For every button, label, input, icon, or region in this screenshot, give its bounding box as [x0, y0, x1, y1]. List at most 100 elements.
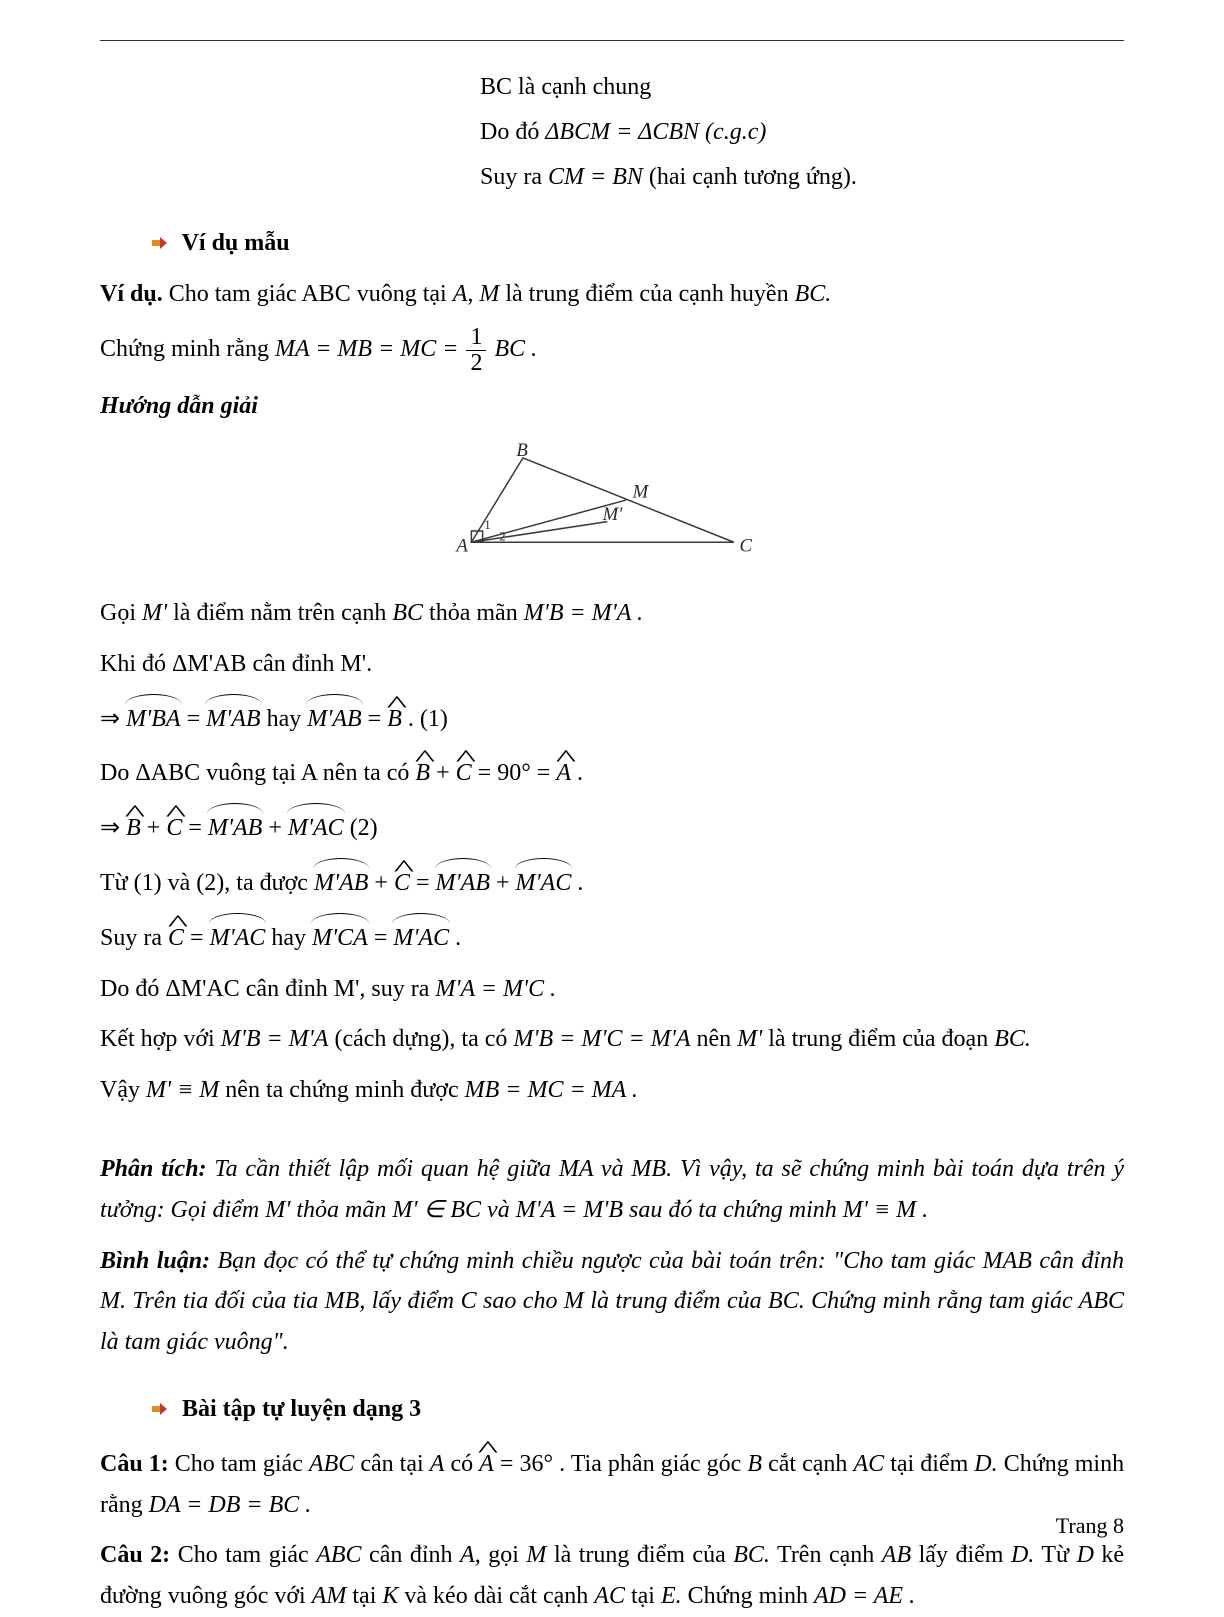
txt: Do đó: [480, 119, 545, 145]
arc: M'AB: [307, 697, 361, 740]
t: hay: [271, 925, 312, 951]
txt: Suy ra: [480, 164, 548, 190]
solution-heading: Hướng dẫn giải: [100, 386, 1124, 427]
analysis-block: Phân tích: Ta cần thiết lập mối quan hệ …: [100, 1149, 1124, 1231]
bullet-arrow-icon: [150, 234, 168, 252]
arc: M'AC: [288, 806, 344, 849]
exercise-1: Câu 1: Cho tam giác ABC cân tại A có A =…: [100, 1440, 1124, 1526]
i: D: [1077, 1542, 1094, 1568]
label-Mp: M': [602, 504, 624, 525]
triangle-diagram: A B C M M' 1 2: [100, 441, 1124, 575]
t: +: [496, 870, 516, 896]
t: có: [450, 1451, 479, 1477]
i: AB: [882, 1542, 911, 1568]
m: M' ≡ M: [146, 1077, 219, 1103]
t: Cho tam giác: [178, 1542, 317, 1568]
arc: M'AB: [314, 861, 368, 904]
numerator: 1: [466, 325, 486, 351]
i: ABC: [309, 1451, 354, 1477]
heading-text: Ví dụ mẫu: [182, 230, 290, 256]
t: tại: [352, 1583, 382, 1609]
t: Suy ra: [100, 925, 168, 951]
t: cân đỉnh: [369, 1542, 460, 1568]
proof-l7: Suy ra C = M'AC hay M'CA = M'AC .: [100, 914, 1124, 959]
hat: C: [166, 804, 182, 849]
t: nên ta chứng minh được: [225, 1077, 464, 1103]
txt: Cho tam giác ABC vuông tại: [169, 281, 453, 307]
i: BC.: [994, 1026, 1031, 1052]
t: cắt cạnh: [768, 1451, 853, 1477]
comment-block: Bình luận: Bạn đọc có thể tự chứng minh …: [100, 1241, 1124, 1363]
m: AD = AE .: [814, 1583, 915, 1609]
t: Vậy: [100, 1077, 146, 1103]
i: BC: [392, 600, 423, 626]
txt: Chứng minh rằng: [100, 336, 275, 362]
t: là điểm nằm trên cạnh: [173, 600, 392, 626]
proof-l2: Khi đó ΔM'AB cân đỉnh M'.: [100, 644, 1124, 685]
proof-l1: Gọi M' là điểm nằm trên cạnh BC thỏa mãn…: [100, 593, 1124, 634]
t: =: [416, 870, 436, 896]
proof-l8: Do đó ΔM'AC cân đỉnh M', suy ra M'A = M'…: [100, 969, 1124, 1010]
i: BC.: [733, 1542, 770, 1568]
label-M: M: [632, 481, 650, 502]
t: hay: [267, 706, 308, 732]
m: M'A = M'C .: [435, 976, 556, 1002]
t: Kết hợp với: [100, 1026, 221, 1052]
t: Do ΔABC vuông tại A nên ta có: [100, 760, 415, 786]
m: MB = MC = MA .: [465, 1077, 638, 1103]
prev-proof-line2: Do đó ΔBCM = ΔCBN (c.g.c): [480, 112, 1124, 153]
arc: M'AC: [393, 916, 449, 959]
t: +: [147, 815, 167, 841]
angle-1: 1: [485, 518, 491, 532]
b: Câu 1:: [100, 1451, 169, 1477]
t: Do đó ΔM'AC cân đỉnh M', suy ra: [100, 976, 435, 1002]
m: M'B = M'C = M'A: [513, 1026, 690, 1052]
t: . (1): [408, 706, 448, 732]
exercise-2: Câu 2: Cho tam giác ABC cân đỉnh A, gọi …: [100, 1535, 1124, 1617]
t: Từ: [1041, 1542, 1076, 1568]
t: gọi: [488, 1542, 526, 1568]
top-rule: [100, 40, 1124, 41]
t: Chứng minh: [688, 1583, 814, 1609]
exercises-heading: Bài tập tự luyện dạng 3: [150, 1389, 1124, 1430]
proof-l6: Từ (1) và (2), ta được M'AB + C = M'AB +…: [100, 859, 1124, 904]
footer-label: Trang: [1056, 1513, 1113, 1538]
example-heading: Ví dụ mẫu: [150, 223, 1124, 264]
i: AC: [594, 1583, 625, 1609]
i: D.: [974, 1451, 997, 1477]
i: ABC: [316, 1542, 361, 1568]
i: A,: [460, 1542, 481, 1568]
t: Trên cạnh: [777, 1542, 882, 1568]
math: BC .: [494, 336, 537, 362]
proof-l9: Kết hợp với M'B = M'A (cách dựng), ta có…: [100, 1019, 1124, 1060]
arc: M'AB: [208, 806, 262, 849]
t: =: [190, 925, 210, 951]
i: E.: [661, 1583, 682, 1609]
t: =: [368, 706, 388, 732]
i: BC.: [795, 281, 832, 307]
arc: M'AC: [516, 861, 572, 904]
t: thỏa mãn: [429, 600, 524, 626]
t: +: [374, 870, 394, 896]
math: CM = BN: [548, 164, 643, 190]
i: M': [737, 1026, 762, 1052]
i: A: [430, 1451, 445, 1477]
hat: A: [556, 749, 571, 794]
i: D.: [1011, 1542, 1034, 1568]
t: .: [577, 870, 583, 896]
t: .: [455, 925, 461, 951]
t: Từ (1) và (2), ta được: [100, 870, 314, 896]
arc: M'AB: [436, 861, 490, 904]
proof-l3: ⇒ M'BA = M'AB hay M'AB = B . (1): [100, 695, 1124, 740]
hat: C: [168, 914, 184, 959]
proof-l10: Vậy M' ≡ M nên ta chứng minh được MB = M…: [100, 1070, 1124, 1111]
math: ΔBCM = ΔCBN (c.g.c): [545, 119, 766, 145]
t: là trung điểm của: [554, 1542, 733, 1568]
t: +: [268, 815, 288, 841]
arc: M'BA: [126, 697, 180, 740]
t: +: [436, 760, 456, 786]
label-A: A: [454, 536, 468, 557]
t: lấy điểm: [919, 1542, 1011, 1568]
t: ⇒: [100, 706, 126, 732]
t: .: [577, 760, 583, 786]
